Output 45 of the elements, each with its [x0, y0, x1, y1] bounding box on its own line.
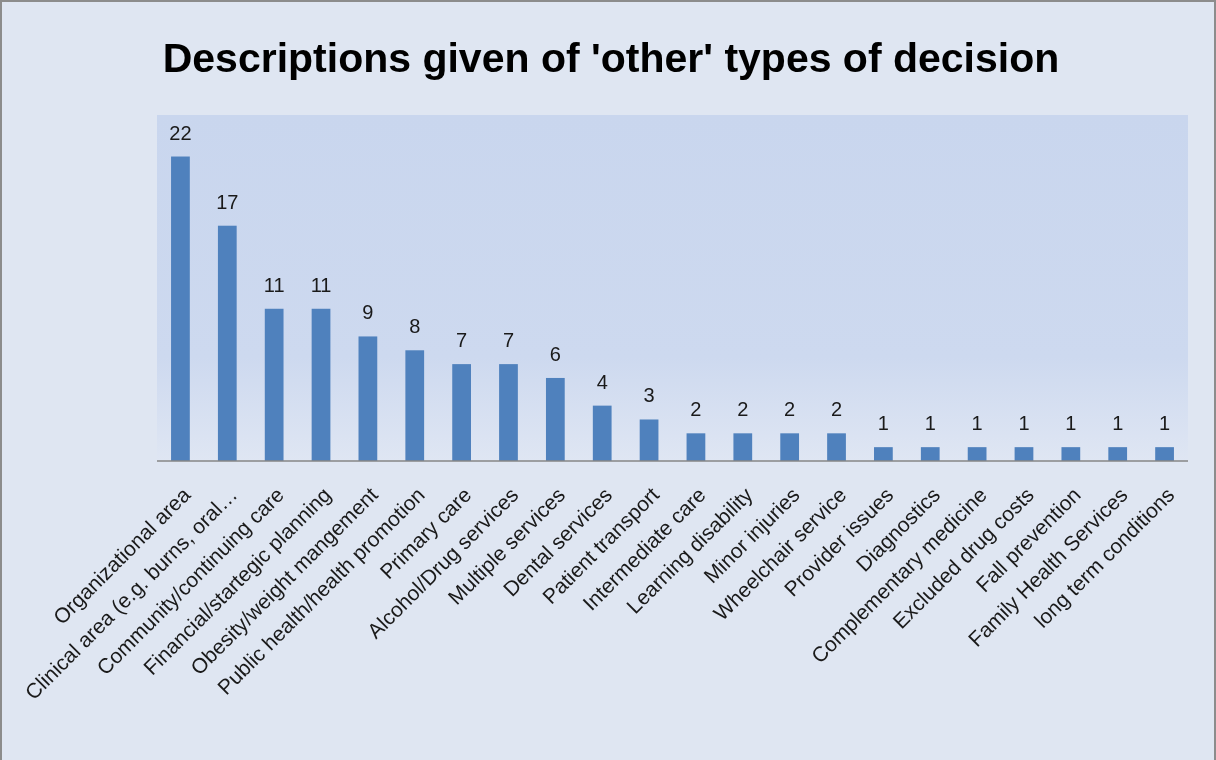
data-label: 1 — [1112, 412, 1124, 435]
bar — [1108, 447, 1128, 461]
data-label: 22 — [169, 121, 192, 144]
bar — [874, 447, 893, 461]
data-label: 2 — [690, 398, 702, 421]
bar — [358, 336, 378, 461]
bar — [686, 433, 706, 461]
data-label: 1 — [971, 412, 983, 435]
data-label: 1 — [1065, 412, 1077, 435]
bar — [827, 433, 846, 461]
data-label: 8 — [409, 315, 421, 338]
bar — [1014, 447, 1034, 461]
bar — [592, 405, 612, 461]
data-label: 9 — [362, 301, 374, 324]
bar — [920, 447, 940, 461]
data-label: 6 — [549, 342, 561, 365]
bar — [499, 364, 518, 461]
data-label: 1 — [1159, 412, 1171, 435]
bar — [171, 156, 190, 461]
data-label: 7 — [456, 329, 468, 352]
data-label: 1 — [877, 412, 889, 435]
chart-title: Descriptions given of 'other' types of decision — [162, 35, 1060, 81]
bar — [1061, 447, 1081, 461]
bar — [967, 447, 987, 461]
data-label: 11 — [263, 273, 285, 296]
data-label: 11 — [310, 273, 332, 296]
data-label: 4 — [596, 370, 608, 393]
data-label: 7 — [502, 329, 515, 352]
bar — [780, 433, 800, 461]
data-label: 2 — [830, 398, 843, 421]
data-label: 1 — [924, 412, 936, 435]
bar — [405, 350, 425, 461]
bar — [1155, 447, 1174, 461]
data-label: 3 — [643, 384, 655, 407]
data-label: 17 — [216, 190, 239, 213]
data-label: 2 — [737, 398, 749, 421]
bar — [545, 377, 565, 461]
bar — [733, 433, 753, 461]
bar — [217, 225, 237, 461]
bar — [452, 364, 471, 461]
data-label: 2 — [784, 398, 796, 421]
bar — [264, 308, 284, 461]
bar — [311, 308, 331, 461]
bar — [639, 419, 659, 461]
data-label: 1 — [1018, 412, 1030, 435]
